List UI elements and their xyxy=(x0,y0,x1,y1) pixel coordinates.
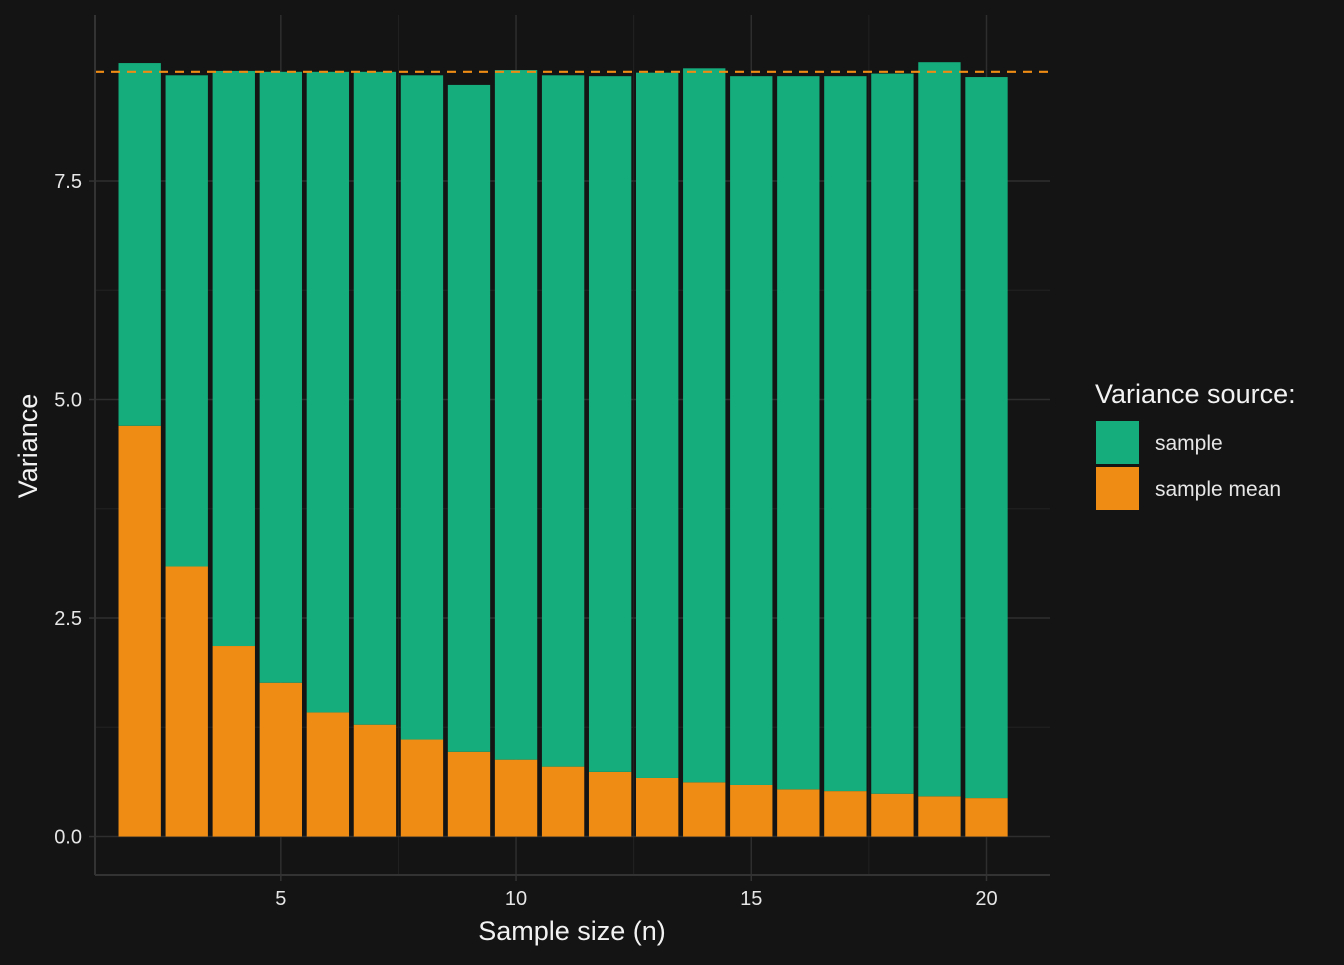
legend-key xyxy=(1096,421,1139,464)
bar-sample-mean xyxy=(683,782,726,837)
bar-sample-mean xyxy=(165,566,208,837)
bar-sample-mean xyxy=(541,766,585,837)
bar-sample-mean xyxy=(353,724,397,837)
bar-sample-mean xyxy=(588,771,632,837)
bar-sample-mean xyxy=(447,751,491,837)
y-tick-label: 0.0 xyxy=(54,827,82,849)
legend-title: Variance source: xyxy=(1095,379,1296,409)
x-tick-label: 20 xyxy=(975,888,997,910)
bar-sample-mean xyxy=(730,784,773,837)
bar-sample xyxy=(353,71,397,725)
bar-sample xyxy=(683,68,726,783)
bar-sample-mean xyxy=(918,796,961,837)
x-tick-label: 10 xyxy=(505,888,527,910)
bar-sample-mean xyxy=(259,682,302,837)
bar-sample-mean xyxy=(212,646,255,837)
bar-sample xyxy=(636,72,679,778)
y-axis-title: Variance xyxy=(13,394,43,499)
bar-sample xyxy=(165,75,208,567)
bar-sample-mean xyxy=(494,759,538,837)
legend-key xyxy=(1096,467,1139,510)
bar-sample-mean xyxy=(400,739,444,837)
bar-sample xyxy=(918,62,961,797)
bar-sample-mean xyxy=(871,793,914,837)
bar-sample xyxy=(306,71,350,713)
bar-sample-mean xyxy=(965,798,1008,837)
bars-layer xyxy=(118,62,1008,837)
legend-label: sample mean xyxy=(1155,478,1281,501)
bar-sample xyxy=(588,76,632,772)
bar-sample xyxy=(730,76,773,785)
legend-label: sample xyxy=(1155,432,1223,455)
bar-sample-mean xyxy=(636,777,679,837)
bar-sample xyxy=(494,70,538,760)
bar-sample xyxy=(259,71,302,683)
bar-sample xyxy=(400,75,444,740)
bar-sample-mean xyxy=(777,789,820,837)
bar-sample xyxy=(871,73,914,794)
axes-layer: 0.0 2.5 5.0 7.5 5 10 15 20 xyxy=(54,15,1050,910)
bar-sample xyxy=(965,77,1008,799)
legend: Variance source: sample sample mean xyxy=(1095,379,1296,510)
x-axis-title: Sample size (n) xyxy=(478,916,666,946)
bar-sample-mean xyxy=(118,425,161,837)
bar-sample-mean xyxy=(824,791,867,837)
y-tick-label: 7.5 xyxy=(54,171,82,193)
bar-sample xyxy=(447,84,491,752)
x-tick-label: 15 xyxy=(740,888,762,910)
bar-sample xyxy=(541,75,585,767)
bar-sample-mean xyxy=(306,712,350,837)
y-tick-label: 5.0 xyxy=(54,390,82,412)
bar-sample xyxy=(777,76,820,790)
bar-sample xyxy=(118,63,161,426)
x-tick-label: 5 xyxy=(275,888,286,910)
y-tick-label: 2.5 xyxy=(54,608,82,630)
bar-sample xyxy=(824,76,867,792)
bar-sample xyxy=(212,70,255,647)
legend-items: sample sample mean xyxy=(1096,421,1281,510)
